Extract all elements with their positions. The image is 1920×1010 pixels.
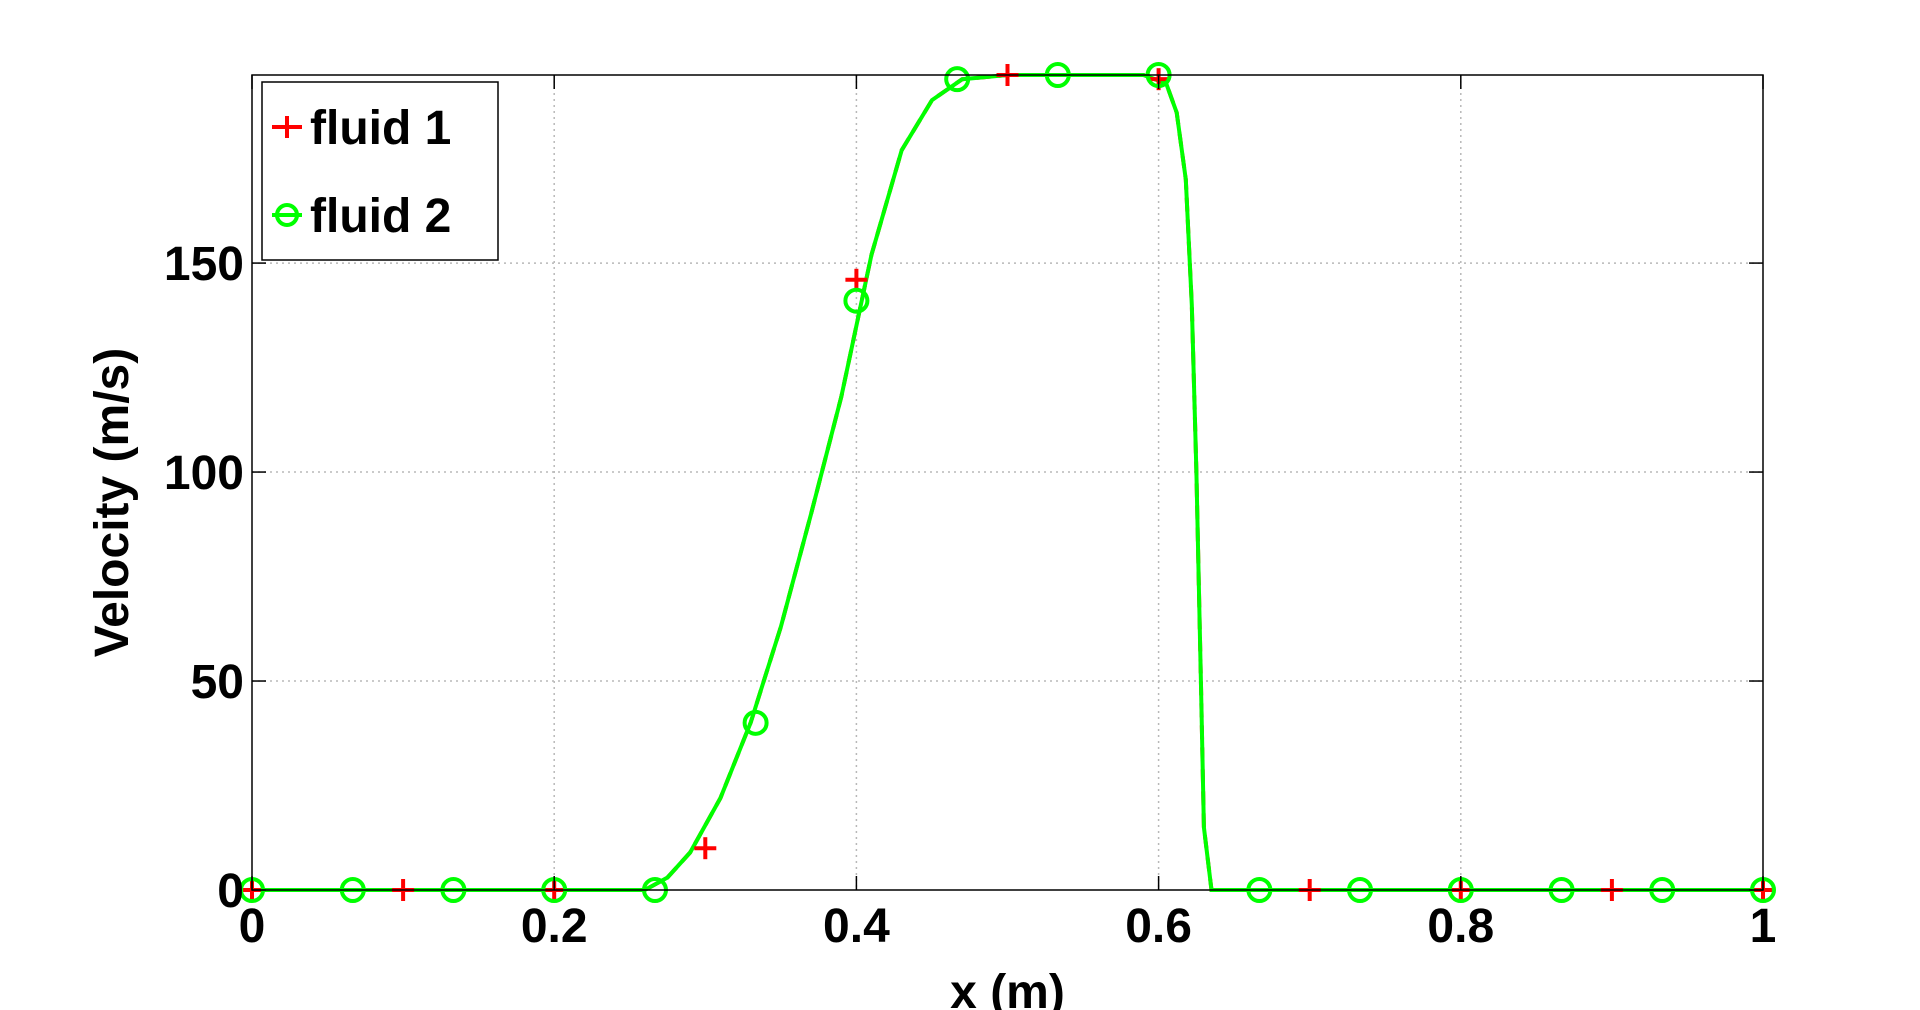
grid	[252, 75, 1763, 890]
legend-label: fluid 2	[310, 190, 451, 243]
y-tick-label: 100	[164, 447, 244, 500]
legend-label: fluid 1	[310, 102, 451, 155]
x-tick-label: 0.2	[521, 900, 588, 953]
y-tick-label: 0	[217, 865, 244, 918]
fluid-2-marker	[742, 709, 769, 736]
x-tick-label: 0.4	[823, 900, 890, 953]
x-tick-label: 1	[1750, 900, 1777, 953]
plot-frame	[251, 74, 1764, 891]
y-tick-label: 50	[191, 656, 244, 709]
x-tick-label: 0	[239, 900, 266, 953]
legend-marker	[276, 116, 298, 138]
y-axis-title: Velocity (m/s)	[86, 348, 139, 657]
x-axis-title: x (m)	[950, 966, 1065, 1010]
fluid-2-marker	[843, 287, 870, 314]
legend: fluid 1 fluid 2	[261, 81, 499, 261]
legend-marker	[275, 203, 299, 227]
legend-box	[261, 81, 499, 261]
y-tick-label: 150	[164, 238, 244, 291]
fluid-1-marker	[845, 268, 868, 291]
series-lines	[252, 73, 1763, 892]
x-tick-label: 0.8	[1427, 900, 1494, 953]
axis-ticks	[251, 75, 1764, 891]
fluid-2-marker	[944, 66, 971, 93]
fluid-2-line	[252, 73, 1763, 892]
x-tick-label: 0.6	[1125, 900, 1192, 953]
x-tick-labels: 0 0.2 0.4 0.6 0.8 1	[239, 900, 1777, 953]
plot-background	[252, 75, 1763, 890]
y-tick-labels: 0 50 100 150	[164, 238, 244, 918]
fluid-1-marker	[694, 837, 717, 860]
